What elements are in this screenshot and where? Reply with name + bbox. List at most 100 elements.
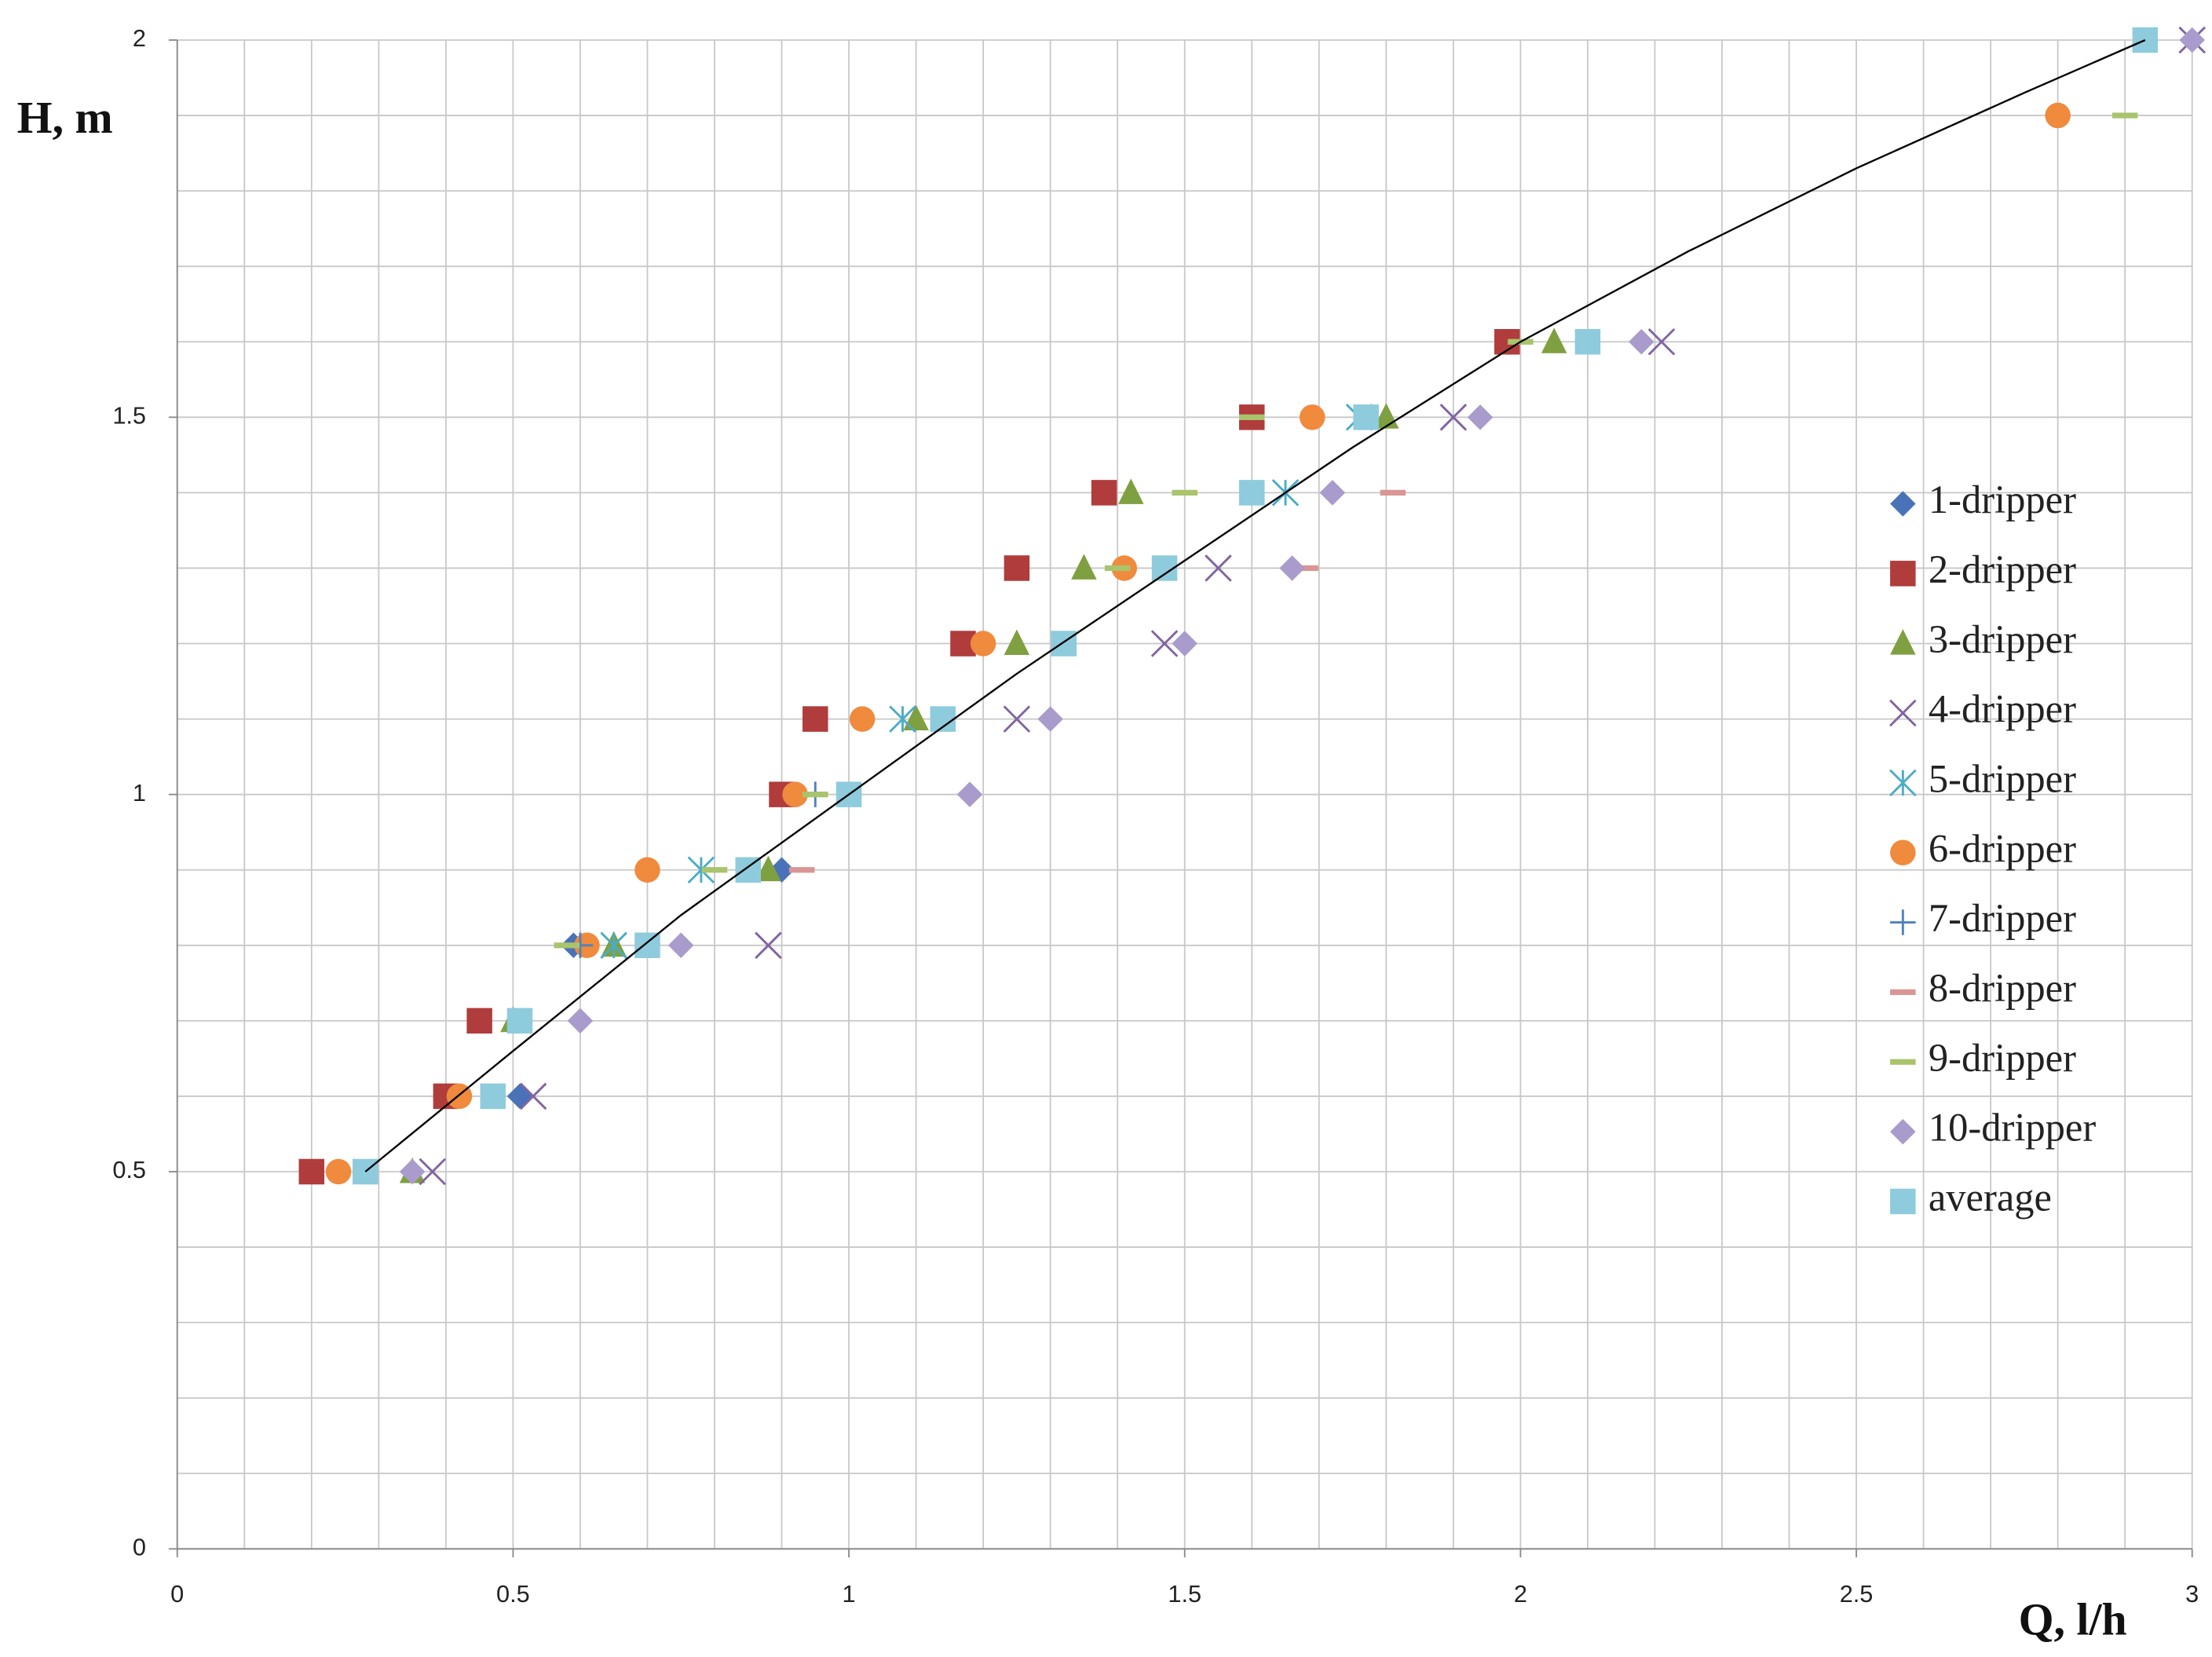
marker [1889,699,1917,727]
marker [1004,629,1030,655]
marker [1239,480,1265,506]
x-tick-label: 1.5 [1168,1580,1201,1608]
marker [1292,565,1318,572]
x-tick-label: 2 [1514,1580,1527,1608]
y-axis-label: H, m [17,93,113,143]
marker [1890,561,1916,587]
marker [480,1083,506,1110]
marker [1118,478,1144,504]
y-tick-label: 0 [133,1533,146,1560]
marker [1890,1059,1916,1065]
marker [1541,327,1567,353]
marker [1890,909,1916,935]
marker [506,1008,533,1034]
legend-label: 8-dripper [1929,966,2076,1010]
marker [1890,1188,1916,1215]
marker [1439,404,1468,431]
marker [1071,554,1097,580]
marker [667,932,694,959]
marker [1319,480,1346,506]
y-tick-label: 0.5 [112,1156,146,1183]
marker [1353,404,1379,430]
legend-label: 7-dripper [1929,896,2076,940]
series [325,102,2071,1185]
marker [1467,404,1494,430]
marker [755,855,781,882]
marker [2111,112,2138,119]
legend-label: 6-dripper [1929,826,2076,870]
marker [889,705,916,733]
series [352,27,2159,1185]
marker [803,792,828,798]
x-tick-label: 1 [843,1580,856,1608]
marker [1890,1118,1916,1145]
marker [1890,839,1916,865]
marker [1574,329,1601,355]
marker [788,867,815,873]
marker [600,931,627,960]
marker [466,1008,492,1034]
legend-label: 3-dripper [1929,617,2076,661]
marker [352,1158,378,1185]
legend: 1-dripper 2-dripper 3-dripper 4-dripper 5-dr… [1889,477,2097,1220]
grid [176,39,2193,1550]
marker [1150,630,1179,657]
marker [1004,555,1030,581]
trendline [364,38,2146,1172]
marker [1239,414,1265,420]
legend-label: 5-dripper [1929,756,2076,800]
marker [1299,404,1325,430]
marker [956,781,983,807]
series [788,489,1406,873]
marker [2045,102,2071,129]
marker [849,706,876,732]
marker [1890,629,1916,655]
marker [903,704,929,731]
marker [1091,480,1117,506]
legend-label: 9-dripper [1929,1036,2076,1080]
marker [298,1158,325,1185]
series [506,857,795,1110]
series [399,27,2205,1185]
series [554,112,2138,949]
marker [1647,327,1676,356]
marker [1037,706,1063,732]
marker [782,781,808,807]
series [419,26,2206,1186]
marker [506,1083,533,1110]
marker [970,631,996,657]
marker [1629,329,1654,355]
legend-label: 4-dripper [1929,687,2076,731]
marker [803,706,828,732]
marker [419,1158,447,1186]
marker [1889,769,1917,797]
y-tick-label: 1.5 [112,401,146,429]
marker [1380,489,1406,496]
marker [701,867,728,873]
marker [1172,631,1197,657]
legend-label: 2-dripper [1929,547,2076,591]
x-tick-label: 0.5 [496,1580,530,1608]
marker [634,857,660,883]
x-tick-label: 2.5 [1840,1580,1874,1608]
y-tick-label: 1 [133,779,146,807]
marker [399,1158,426,1185]
marker [755,931,782,960]
x-tick-label: 0 [170,1580,184,1608]
marker [1104,565,1131,572]
marker [1890,989,1916,995]
y-tick-label: 2 [133,24,146,52]
marker [567,1008,594,1034]
marker [1279,555,1305,581]
marker [519,1082,547,1110]
marker [554,942,580,949]
legend-label: 10-dripper [1929,1106,2097,1150]
marker [687,856,715,884]
marker [2179,27,2205,53]
marker [634,932,660,959]
marker [1172,489,1197,496]
x-tick-label: 3 [2185,1580,2199,1608]
x-axis-label: Q, l/h [2019,1595,2127,1644]
legend-label: 1-dripper [1929,477,2076,521]
